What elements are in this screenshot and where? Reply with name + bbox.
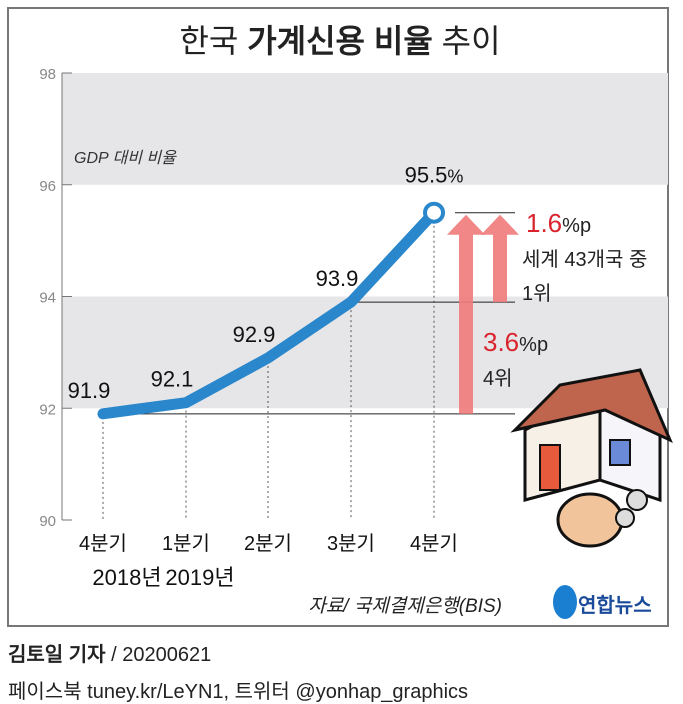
logo: 연합뉴스	[578, 594, 652, 617]
x-tick-label: 2분기	[244, 532, 292, 555]
source-note: 자료/ 국제결제은행(BIS)	[308, 596, 502, 617]
social-credit: 페이스북 tuney.kr/LeYN1, 트위터 @yonhap_graphic…	[8, 681, 469, 703]
year-label-2019: 2019년	[165, 565, 234, 590]
y-tick-label: 96	[39, 178, 56, 195]
y-tick-label: 92	[39, 401, 56, 418]
annotation-1-line2: 1위	[522, 282, 552, 305]
data-label: 95.5%	[405, 163, 464, 188]
data-label: 93.9	[316, 266, 359, 291]
x-tick-label: 1분기	[162, 532, 210, 555]
year-label-2018: 2018년	[92, 565, 161, 590]
series-line	[97, 207, 440, 420]
annotation-1-line1: 세계 43개국 중	[522, 248, 647, 271]
data-label: 92.9	[233, 322, 276, 347]
arrow-1.6	[481, 214, 519, 303]
x-tick-label: 4분기	[79, 532, 127, 555]
grid-band	[62, 73, 668, 185]
x-tick-label: 4분기	[410, 532, 458, 555]
y-tick-label: 98	[39, 66, 56, 83]
chart-title: 한국 가계신용 비율 추이	[179, 23, 500, 59]
y-axis-label: GDP 대비 비율	[74, 149, 177, 167]
author-name: 김토일 기자	[8, 644, 106, 666]
annotation-2-value: 3.6%p	[483, 327, 548, 357]
data-label: 92.1	[151, 367, 194, 392]
date: / 20200621	[111, 644, 212, 666]
annotation-2-line1: 4위	[483, 367, 513, 390]
logo-icon	[553, 585, 577, 619]
house-illustration	[510, 368, 673, 548]
author-credit: 김토일 기자 / 20200621	[8, 638, 211, 667]
y-tick-label: 94	[39, 290, 56, 307]
data-label: 91.9	[68, 378, 111, 403]
arrow-3.6	[447, 214, 485, 414]
x-tick-label: 3분기	[327, 532, 375, 555]
y-tick-label: 90	[39, 513, 56, 530]
data-point	[423, 201, 445, 224]
annotation-1-value: 1.6%p	[526, 208, 591, 238]
